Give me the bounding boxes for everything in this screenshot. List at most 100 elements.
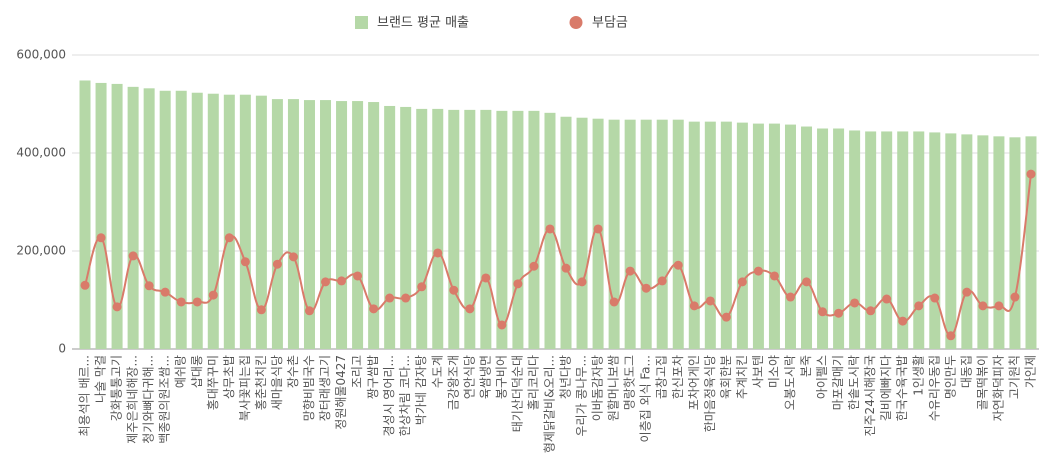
x-tick-label: 장수촌 bbox=[286, 355, 300, 388]
y-tick-label: 0 bbox=[58, 342, 66, 356]
bar bbox=[656, 119, 668, 350]
point bbox=[753, 266, 763, 276]
x-tick-label: 금강왕조개 bbox=[446, 355, 460, 410]
bar bbox=[175, 90, 187, 350]
x-tick-label: 한국수육국밥 bbox=[895, 355, 909, 421]
x-tick-label: 청년다방 bbox=[559, 355, 573, 399]
x-tick-label: 태기산더덕순대 bbox=[510, 355, 524, 432]
bar bbox=[352, 101, 364, 349]
point bbox=[898, 316, 908, 326]
bar bbox=[849, 130, 861, 349]
x-tick-label: 홀리코리다 bbox=[526, 355, 540, 410]
point bbox=[1010, 292, 1020, 302]
bar bbox=[752, 123, 764, 349]
point bbox=[465, 304, 475, 314]
bar bbox=[239, 94, 251, 349]
bar bbox=[287, 99, 299, 349]
bar bbox=[784, 124, 796, 349]
x-tick-label: 북사꽃피는집 bbox=[238, 355, 252, 421]
bar bbox=[993, 136, 1005, 349]
bar bbox=[207, 93, 219, 350]
bar bbox=[1025, 136, 1037, 349]
point bbox=[192, 297, 202, 307]
x-tick-label: 이층집 외식 Fa... bbox=[639, 355, 653, 442]
bar bbox=[977, 135, 989, 349]
x-tick-label: 최용석의 배르... bbox=[78, 355, 92, 437]
point bbox=[529, 261, 539, 271]
point bbox=[417, 282, 427, 292]
bar bbox=[79, 80, 91, 349]
x-tick-label: 추계치킨 bbox=[735, 355, 749, 399]
bar bbox=[833, 128, 845, 349]
x-tick-label: 홍춘천치킨 bbox=[253, 355, 268, 410]
point bbox=[288, 252, 298, 262]
bar bbox=[159, 90, 171, 350]
bar bbox=[945, 133, 957, 349]
point bbox=[272, 259, 282, 269]
bar bbox=[640, 119, 652, 350]
bar bbox=[127, 86, 139, 349]
y-tick-label: 200,000 bbox=[16, 244, 66, 258]
x-tick-label: 가인제 bbox=[1023, 355, 1037, 388]
bar bbox=[672, 119, 684, 350]
bar bbox=[255, 95, 267, 349]
x-tick-label: 봉구비어 bbox=[494, 355, 508, 399]
point bbox=[850, 298, 860, 308]
x-tick-label: 마포갈매기 bbox=[831, 355, 845, 410]
point bbox=[224, 233, 234, 243]
bar bbox=[400, 106, 412, 349]
x-tick-label: 박가네 감자탕 bbox=[414, 355, 428, 425]
x-tick-label: 수도계 bbox=[430, 355, 444, 388]
point bbox=[785, 292, 795, 302]
y-tick-label: 400,000 bbox=[16, 146, 66, 160]
x-tick-label: 미소야 bbox=[767, 355, 781, 388]
x-tick-label: 곱창고집 bbox=[655, 355, 669, 399]
bar bbox=[303, 100, 315, 349]
x-tick-label: 길비에빠지다 bbox=[879, 355, 893, 421]
x-tick-label: 한신포차 bbox=[671, 355, 685, 399]
bar bbox=[95, 82, 107, 350]
point bbox=[304, 306, 314, 316]
point bbox=[545, 224, 555, 234]
point bbox=[96, 233, 106, 243]
x-tick-label: 조리고 bbox=[350, 355, 364, 388]
point bbox=[978, 301, 988, 311]
x-tick-label: 우리가 콩나무... bbox=[575, 355, 589, 437]
x-tick-label: 제주은희네해장... bbox=[126, 355, 140, 444]
point bbox=[401, 293, 411, 303]
bar bbox=[865, 131, 877, 349]
legend-swatch bbox=[569, 16, 583, 29]
bar bbox=[496, 110, 508, 349]
bar bbox=[576, 117, 588, 349]
x-tick-label: 이바돔감자탕 bbox=[591, 355, 605, 421]
point bbox=[561, 263, 571, 273]
bar bbox=[320, 100, 332, 349]
point bbox=[705, 296, 715, 306]
point bbox=[80, 280, 90, 290]
bar bbox=[817, 128, 829, 349]
point bbox=[914, 301, 924, 311]
point bbox=[834, 308, 844, 318]
point bbox=[802, 277, 812, 287]
bar bbox=[111, 83, 123, 349]
x-tick-label: 연안식당 bbox=[462, 355, 476, 399]
bar bbox=[223, 94, 235, 349]
x-tick-label: 망향비빔국수 bbox=[302, 355, 316, 421]
point bbox=[497, 320, 507, 330]
x-tick-label: 골목떡볶이 bbox=[975, 355, 989, 410]
x-tick-label: 짱구쌈밥 bbox=[366, 355, 380, 399]
bar bbox=[929, 132, 941, 349]
x-tick-label: 장터래생고기 bbox=[318, 355, 332, 421]
point bbox=[353, 271, 363, 281]
x-tick-label: 새마을식당 bbox=[270, 355, 284, 410]
x-tick-label: 경성시 영어리... bbox=[382, 355, 396, 437]
x-tick-label: 홍대쭈꾸미 bbox=[206, 355, 220, 410]
point bbox=[449, 285, 459, 295]
bar bbox=[704, 121, 716, 349]
bar bbox=[480, 109, 492, 349]
x-tick-label: 샵대롱 bbox=[190, 355, 204, 388]
bar bbox=[913, 131, 925, 349]
bar bbox=[624, 119, 636, 350]
bar bbox=[336, 101, 348, 349]
